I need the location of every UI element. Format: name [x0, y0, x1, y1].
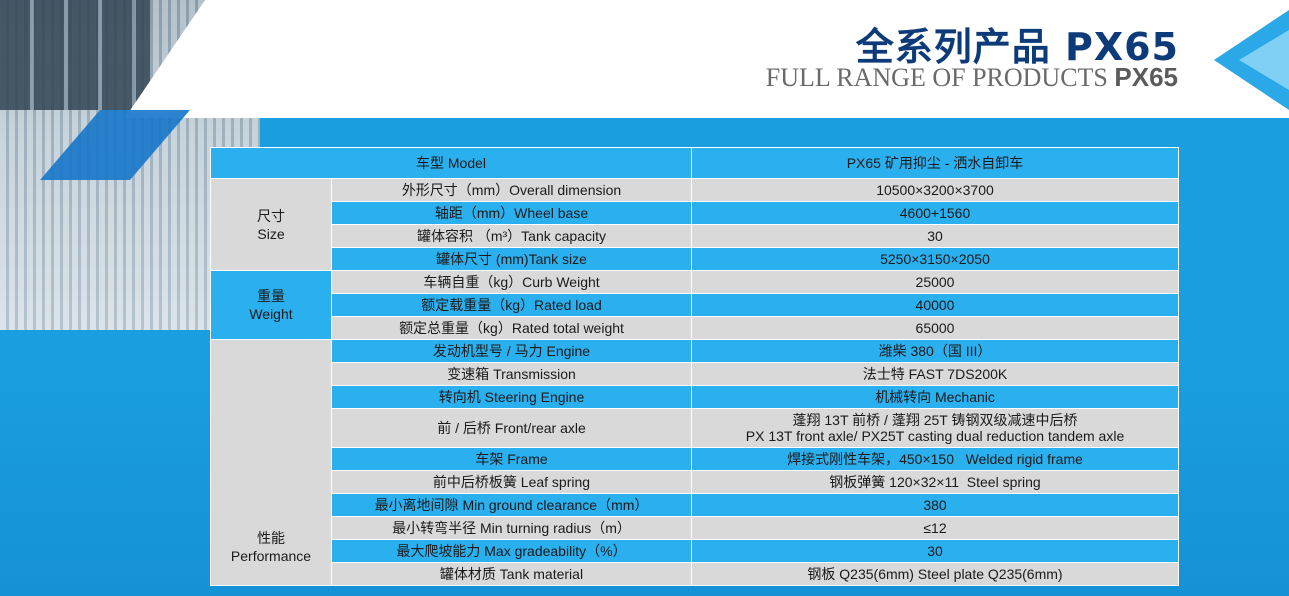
table-row: 变速箱 Transmission 法士特 FAST 7DS200K	[211, 362, 1179, 386]
value-cell: 法士特 FAST 7DS200K	[691, 362, 1179, 386]
table-row: 额定载重量（kg）Rated load 40000	[211, 293, 1179, 317]
value-cell: 焊接式刚性车架，450×150 Welded rigid frame	[691, 447, 1179, 471]
param-cell: 最大爬坡能力 Max gradeability（%）	[331, 539, 692, 563]
table-header-row: 车型 Model PX65 矿用抑尘 - 洒水自卸车	[210, 147, 1179, 179]
value-cell: 5250×3150×2050	[691, 247, 1179, 271]
param-cell: 额定载重量（kg）Rated load	[331, 293, 692, 317]
spec-table: 车型 Model PX65 矿用抑尘 - 洒水自卸车 尺寸 Size 外形尺寸（…	[210, 147, 1179, 586]
header-param: 车型 Model	[210, 147, 692, 179]
param-cell: 前 / 后桥 Front/rear axle	[331, 408, 692, 448]
value-cell: 30	[691, 539, 1179, 563]
value-cell: 40000	[691, 293, 1179, 317]
param-cell: 罐体容积 （m³）Tank capacity	[331, 224, 692, 248]
value-line-cn: 蓬翔 13T 前桥 / 蓬翔 25T 铸钢双级减速中后桥	[792, 412, 1078, 428]
param-cell: 发动机型号 / 马力 Engine	[331, 339, 692, 363]
header-value: PX65 矿用抑尘 - 洒水自卸车	[691, 147, 1179, 179]
param-cell: 转向机 Steering Engine	[331, 385, 692, 409]
table-row: 尺寸 Size 外形尺寸（mm）Overall dimension 10500×…	[210, 178, 1179, 271]
param-cell: 罐体材质 Tank material	[331, 562, 692, 586]
param-cell: 车架 Frame	[331, 447, 692, 471]
value-line-en: PX 13T front axle/ PX25T casting dual re…	[745, 428, 1125, 444]
category-label-cn: 尺寸	[257, 207, 285, 224]
category-performance: 性能 Performance	[210, 339, 332, 586]
table-row: 罐体尺寸 (mm)Tank size 5250×3150×2050	[211, 247, 1179, 271]
title-en-prefix: FULL RANGE OF PRODUCTS	[765, 63, 1115, 92]
param-cell: 车辆自重（kg）Curb Weight	[331, 270, 692, 294]
page-title-cn: 全系列产品 PX65	[855, 25, 1179, 69]
param-cell: 轴距（mm）Wheel base	[331, 201, 692, 225]
table-row: 最小转弯半径 Min turning radius（m） ≤12	[211, 516, 1179, 540]
table-row: 前 / 后桥 Front/rear axle 蓬翔 13T 前桥 / 蓬翔 25…	[211, 408, 1179, 448]
table-row: 最小离地间隙 Min ground clearance（mm） 380	[211, 493, 1179, 517]
page-title-en: FULL RANGE OF PRODUCTS PX65	[766, 62, 1178, 93]
param-cell: 最小离地间隙 Min ground clearance（mm）	[331, 493, 692, 517]
value-cell: 机械转向 Mechanic	[691, 385, 1179, 409]
value-cell: 65000	[691, 316, 1179, 340]
category-label-cn: 性能	[257, 530, 285, 546]
category-label-en: Weight	[249, 306, 293, 322]
table-row: 最大爬坡能力 Max gradeability（%） 30	[211, 539, 1179, 563]
table-row: 前中后桥板簧 Leaf spring 钢板弹簧 120×32×11 Steel …	[211, 470, 1179, 494]
table-row: 轴距（mm）Wheel base 4600+1560	[211, 201, 1179, 225]
table-row: 罐体容积 （m³）Tank capacity 30	[211, 224, 1179, 248]
table-row: 罐体材质 Tank material 钢板 Q235(6mm) Steel pl…	[211, 562, 1179, 586]
param-cell: 额定总重量（kg）Rated total weight	[331, 316, 692, 340]
value-cell: 4600+1560	[691, 201, 1179, 225]
table-row: 转向机 Steering Engine 机械转向 Mechanic	[211, 385, 1179, 409]
value-cell: 380	[691, 493, 1179, 517]
category-label-en: Performance	[230, 548, 312, 564]
value-cell: 30	[691, 224, 1179, 248]
category-size: 尺寸 Size	[210, 178, 332, 271]
param-cell: 最小转弯半径 Min turning radius（m）	[331, 516, 692, 540]
param-cell: 变速箱 Transmission	[331, 362, 692, 386]
table-row: 重量 Weight 车辆自重（kg）Curb Weight 25000	[210, 270, 1179, 340]
title-en-model: PX65	[1114, 62, 1178, 92]
value-cell: 钢板弹簧 120×32×11 Steel spring	[691, 470, 1179, 494]
value-cell: 潍柴 380（国 III）	[691, 339, 1179, 363]
header-band	[125, 0, 1289, 118]
category-label-cn: 重量	[257, 288, 285, 304]
param-cell: 前中后桥板簧 Leaf spring	[331, 470, 692, 494]
category-label-en: Size	[257, 225, 285, 242]
value-cell: 蓬翔 13T 前桥 / 蓬翔 25T 铸钢双级减速中后桥 PX 13T fron…	[691, 408, 1179, 448]
table-row: 车架 Frame 焊接式刚性车架，450×150 Welded rigid fr…	[211, 447, 1179, 471]
value-cell: 10500×3200×3700	[691, 178, 1179, 202]
value-cell: ≤12	[691, 516, 1179, 540]
table-row: 额定总重量（kg）Rated total weight 65000	[211, 316, 1179, 340]
param-cell: 外形尺寸（mm）Overall dimension	[331, 178, 692, 202]
table-row: 性能 Performance 发动机型号 / 马力 Engine 潍柴 380（…	[210, 339, 1179, 586]
param-cell: 罐体尺寸 (mm)Tank size	[331, 247, 692, 271]
category-weight: 重量 Weight	[210, 270, 332, 340]
value-cell: 钢板 Q235(6mm) Steel plate Q235(6mm)	[691, 562, 1179, 586]
value-cell: 25000	[691, 270, 1179, 294]
